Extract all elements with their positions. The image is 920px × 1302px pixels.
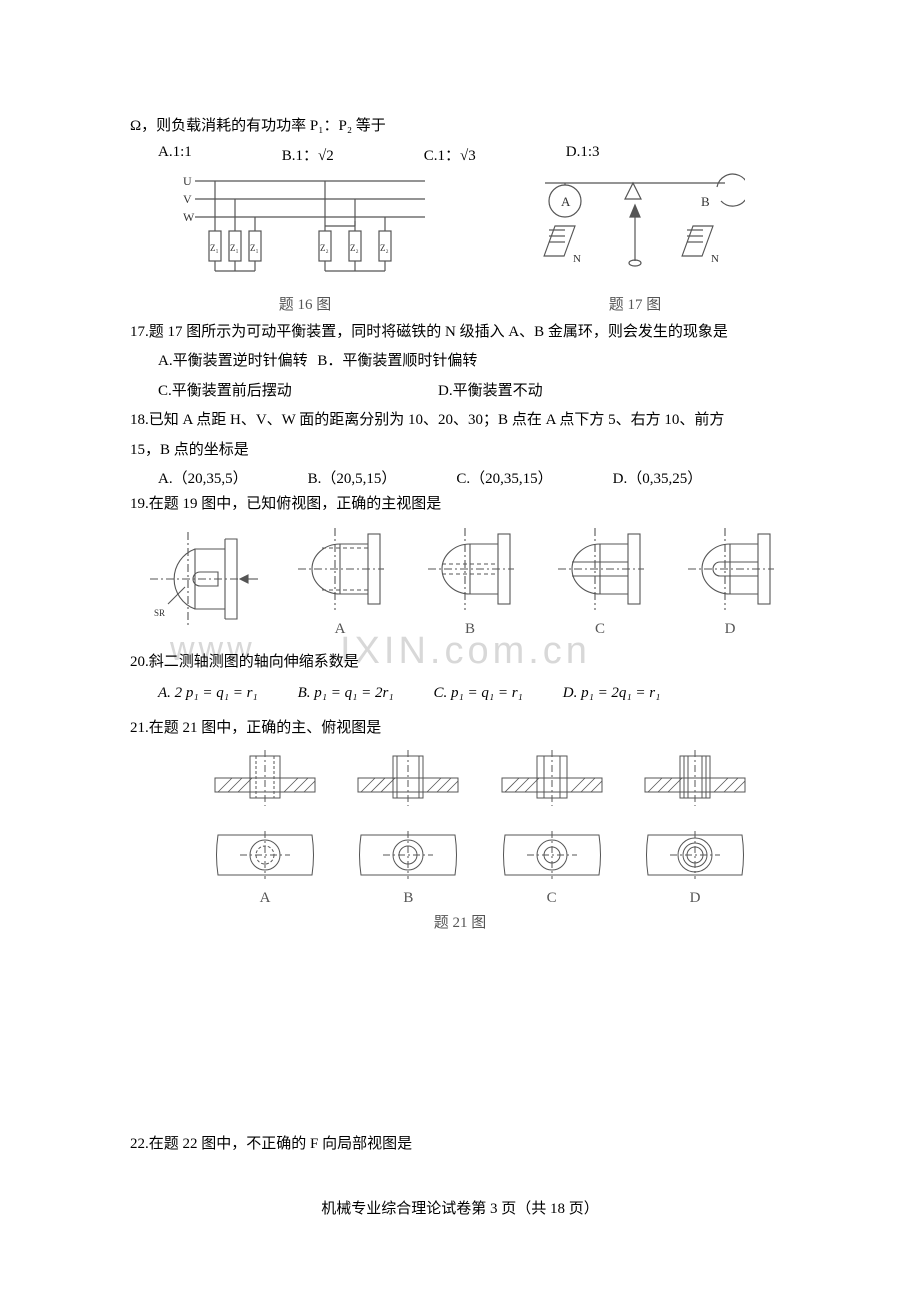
q17-opt-a: A.平衡装置逆时针偏转 (158, 353, 308, 369)
q21-text: 21.在题 21 图中，正确的主、俯视图是 (130, 716, 790, 742)
q20-opt-b: B. p₁ = q₁ = 2r₁ (298, 685, 394, 702)
q17-opt-c: C.平衡装置前后摆动 (158, 379, 438, 405)
opt-c: C.1：√3 (424, 144, 476, 165)
q19-opt-d: D (680, 524, 780, 644)
q19-text: 19.在题 19 图中，已知俯视图，正确的主视图是 (130, 492, 790, 518)
q17-opts-row2: C.平衡装置前后摆动 D.平衡装置不动 (158, 379, 790, 405)
q21-opt-d: D (640, 748, 750, 907)
svg-text:B: B (701, 194, 710, 209)
q18-text-b: 15，B 点的坐标是 (130, 438, 790, 464)
svg-text:Z₂: Z₂ (320, 243, 329, 253)
q21-d-label: D (640, 890, 750, 907)
fig17-svg: A B N N (525, 171, 745, 291)
q21-a-label: A (210, 890, 320, 907)
q19-b-label: B (420, 621, 520, 638)
svg-text:SR: SR (154, 608, 165, 618)
svg-text:V: V (183, 192, 192, 206)
svg-text:A: A (561, 194, 571, 209)
q21-c-label: C (497, 890, 607, 907)
q21-opt-c: C (497, 748, 607, 907)
q18-opt-b: B.（20,5,15） (308, 467, 397, 488)
q21-b-label: B (353, 890, 463, 907)
svg-text:U: U (183, 174, 192, 188)
fig21-label: 题 21 图 (130, 911, 790, 932)
svg-text:Z₁: Z₁ (210, 243, 219, 253)
fig16-label: 题 16 图 (175, 293, 435, 314)
svg-text:N: N (711, 253, 719, 265)
q-intro-text: Ω，则负载消耗的有功功率 P₁：P₂ 等于 (130, 114, 790, 140)
q-intro-options: A.1:1 B.1：√2 C.1：√3 D.1:3 (158, 144, 790, 165)
q21-figs: A B (210, 748, 750, 907)
q20-options: A. 2 p₁ = q₁ = r₁ B. p₁ = q₁ = 2r₁ C. p₁… (158, 685, 790, 702)
q17-opt-d: D.平衡装置不动 (438, 379, 543, 405)
q20-opt-d: D. p₁ = 2q₁ = r₁ (563, 685, 661, 702)
opt-d: D.1:3 (566, 144, 600, 165)
q18-opt-d: D.（0,35,25） (613, 467, 703, 488)
fig-17: A B N N (525, 171, 745, 314)
q17-opts-row1: A.平衡装置逆时针偏转 B．平衡装置顺时针偏转 (158, 349, 790, 375)
opt-a: A.1:1 (158, 144, 192, 165)
q17-opt-b: B．平衡装置顺时针偏转 (317, 353, 477, 369)
svg-text:N: N (573, 253, 581, 265)
q22-text: 22.在题 22 图中，不正确的 F 向局部视图是 (130, 1132, 790, 1158)
q19-opt-a: A (290, 524, 390, 644)
q20-text: 20.斜二测轴测图的轴向伸缩系数是 (130, 650, 790, 676)
svg-text:Z₁: Z₁ (250, 243, 259, 253)
q18-options: A.（20,35,5） B.（20,5,15） C.（20,35,15） D.（… (158, 467, 790, 488)
q19-opt-b: B (420, 524, 520, 644)
q18-opt-a: A.（20,35,5） (158, 467, 248, 488)
q21-opt-b: B (353, 748, 463, 907)
q19-a-label: A (290, 621, 390, 638)
q19-c-label: C (550, 621, 650, 638)
fig16-svg: U V W Z₁ Z₁ Z₁ (175, 171, 435, 291)
fig17-label: 题 17 图 (525, 293, 745, 314)
q17-text: 17.题 17 图所示为可动平衡装置，同时将磁铁的 N 级插入 A、B 金属环，… (130, 320, 790, 346)
svg-text:Z₂: Z₂ (380, 243, 389, 253)
svg-text:W: W (183, 210, 195, 224)
q20-opt-a: A. 2 p₁ = q₁ = r₁ (158, 685, 258, 702)
svg-text:Z₁: Z₁ (230, 243, 239, 253)
q21-opt-a: A (210, 748, 320, 907)
q19-d-label: D (680, 621, 780, 638)
q18-text-a: 18.已知 A 点距 H、V、W 面的距离分别为 10、20、30；B 点在 A… (130, 408, 790, 434)
q19-opt-c: C (550, 524, 650, 644)
q20-opt-c: C. p₁ = q₁ = r₁ (434, 685, 523, 702)
opt-b: B.1：√2 (282, 144, 334, 165)
page-footer: 机械专业综合理论试卷第 3 页（共 18 页） (130, 1197, 790, 1218)
svg-text:Z₂: Z₂ (350, 243, 359, 253)
fig-16: U V W Z₁ Z₁ Z₁ (175, 171, 435, 314)
q19-figs: SR A (140, 524, 780, 644)
q18-opt-c: C.（20,35,15） (456, 467, 552, 488)
q19-given: SR (140, 524, 260, 644)
fig-16-17-row: U V W Z₁ Z₁ Z₁ (130, 171, 790, 314)
